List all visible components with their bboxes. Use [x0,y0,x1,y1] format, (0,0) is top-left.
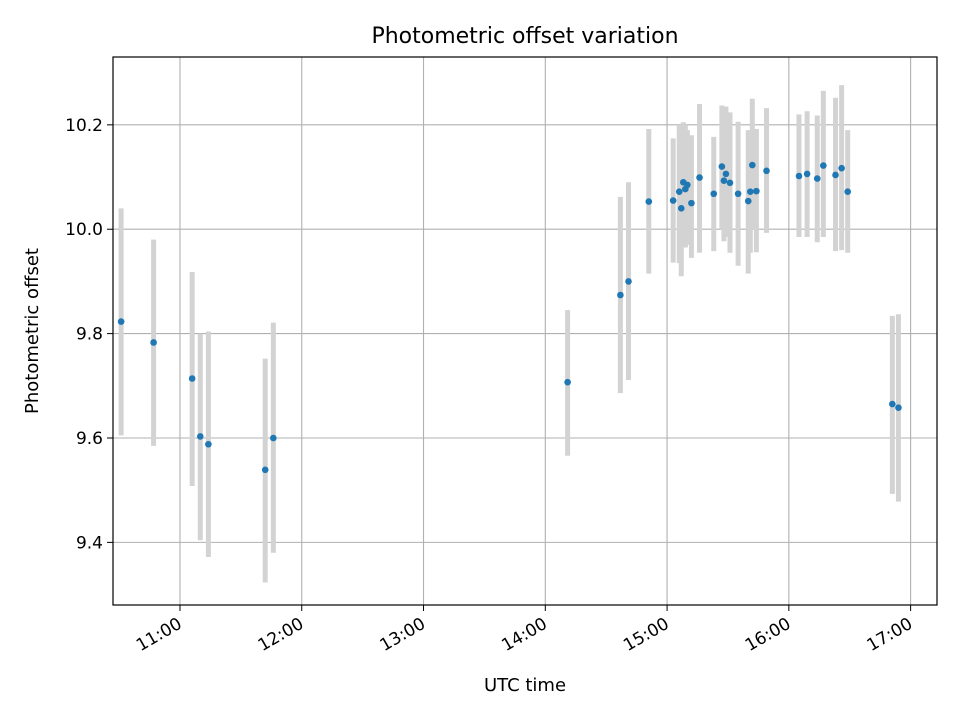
data-point [895,404,902,412]
data-point [675,188,683,195]
data-point [710,190,718,198]
data-point [838,164,845,172]
data-point [726,179,734,187]
y-axis-label: Photometric offset [22,248,43,414]
data-point [196,433,204,440]
y-tick-label: 10.2 [65,116,103,136]
data-point [763,167,770,175]
data-point [844,188,851,195]
y-tick-label: 9.4 [76,533,103,553]
data-point [734,190,742,198]
x-tick-label: 17:00 [864,614,916,656]
data-point [744,197,752,205]
data-points [117,161,902,474]
y-tick-label: 10.0 [65,220,103,240]
data-point [813,175,821,182]
data-point [270,434,277,442]
data-point [625,278,632,285]
data-point [684,181,691,189]
data-point [820,162,827,169]
y-tick-label: 9.8 [76,325,103,345]
data-point [795,172,803,180]
data-point [753,187,760,195]
data-point [645,198,653,205]
x-tick-label: 12:00 [255,614,307,656]
data-point [889,400,896,408]
x-tick-label: 14:00 [498,614,550,656]
data-point [722,170,730,178]
y-tick-label: 9.6 [76,429,103,449]
data-point [696,174,703,181]
data-point [688,199,695,207]
data-point [150,339,157,346]
x-axis-label: UTC time [484,675,566,696]
grid [113,57,937,605]
data-point [718,163,726,170]
data-point [746,188,754,195]
data-point [617,291,624,299]
x-tick-label: 11:00 [133,614,185,656]
data-point [677,205,685,212]
plot-frame [112,56,938,606]
x-tick-label: 16:00 [742,614,794,656]
chart-title: Photometric offset variation [371,24,678,49]
data-point [749,161,756,169]
data-point [803,170,811,178]
x-tick-label: 15:00 [620,614,672,656]
data-point [832,171,839,179]
data-point [261,466,269,474]
data-point [188,375,196,382]
x-tick-label: 13:00 [377,614,429,656]
data-point [117,318,125,325]
data-point [205,440,212,448]
data-point [720,177,728,184]
data-point [669,197,677,204]
data-point [564,378,571,386]
